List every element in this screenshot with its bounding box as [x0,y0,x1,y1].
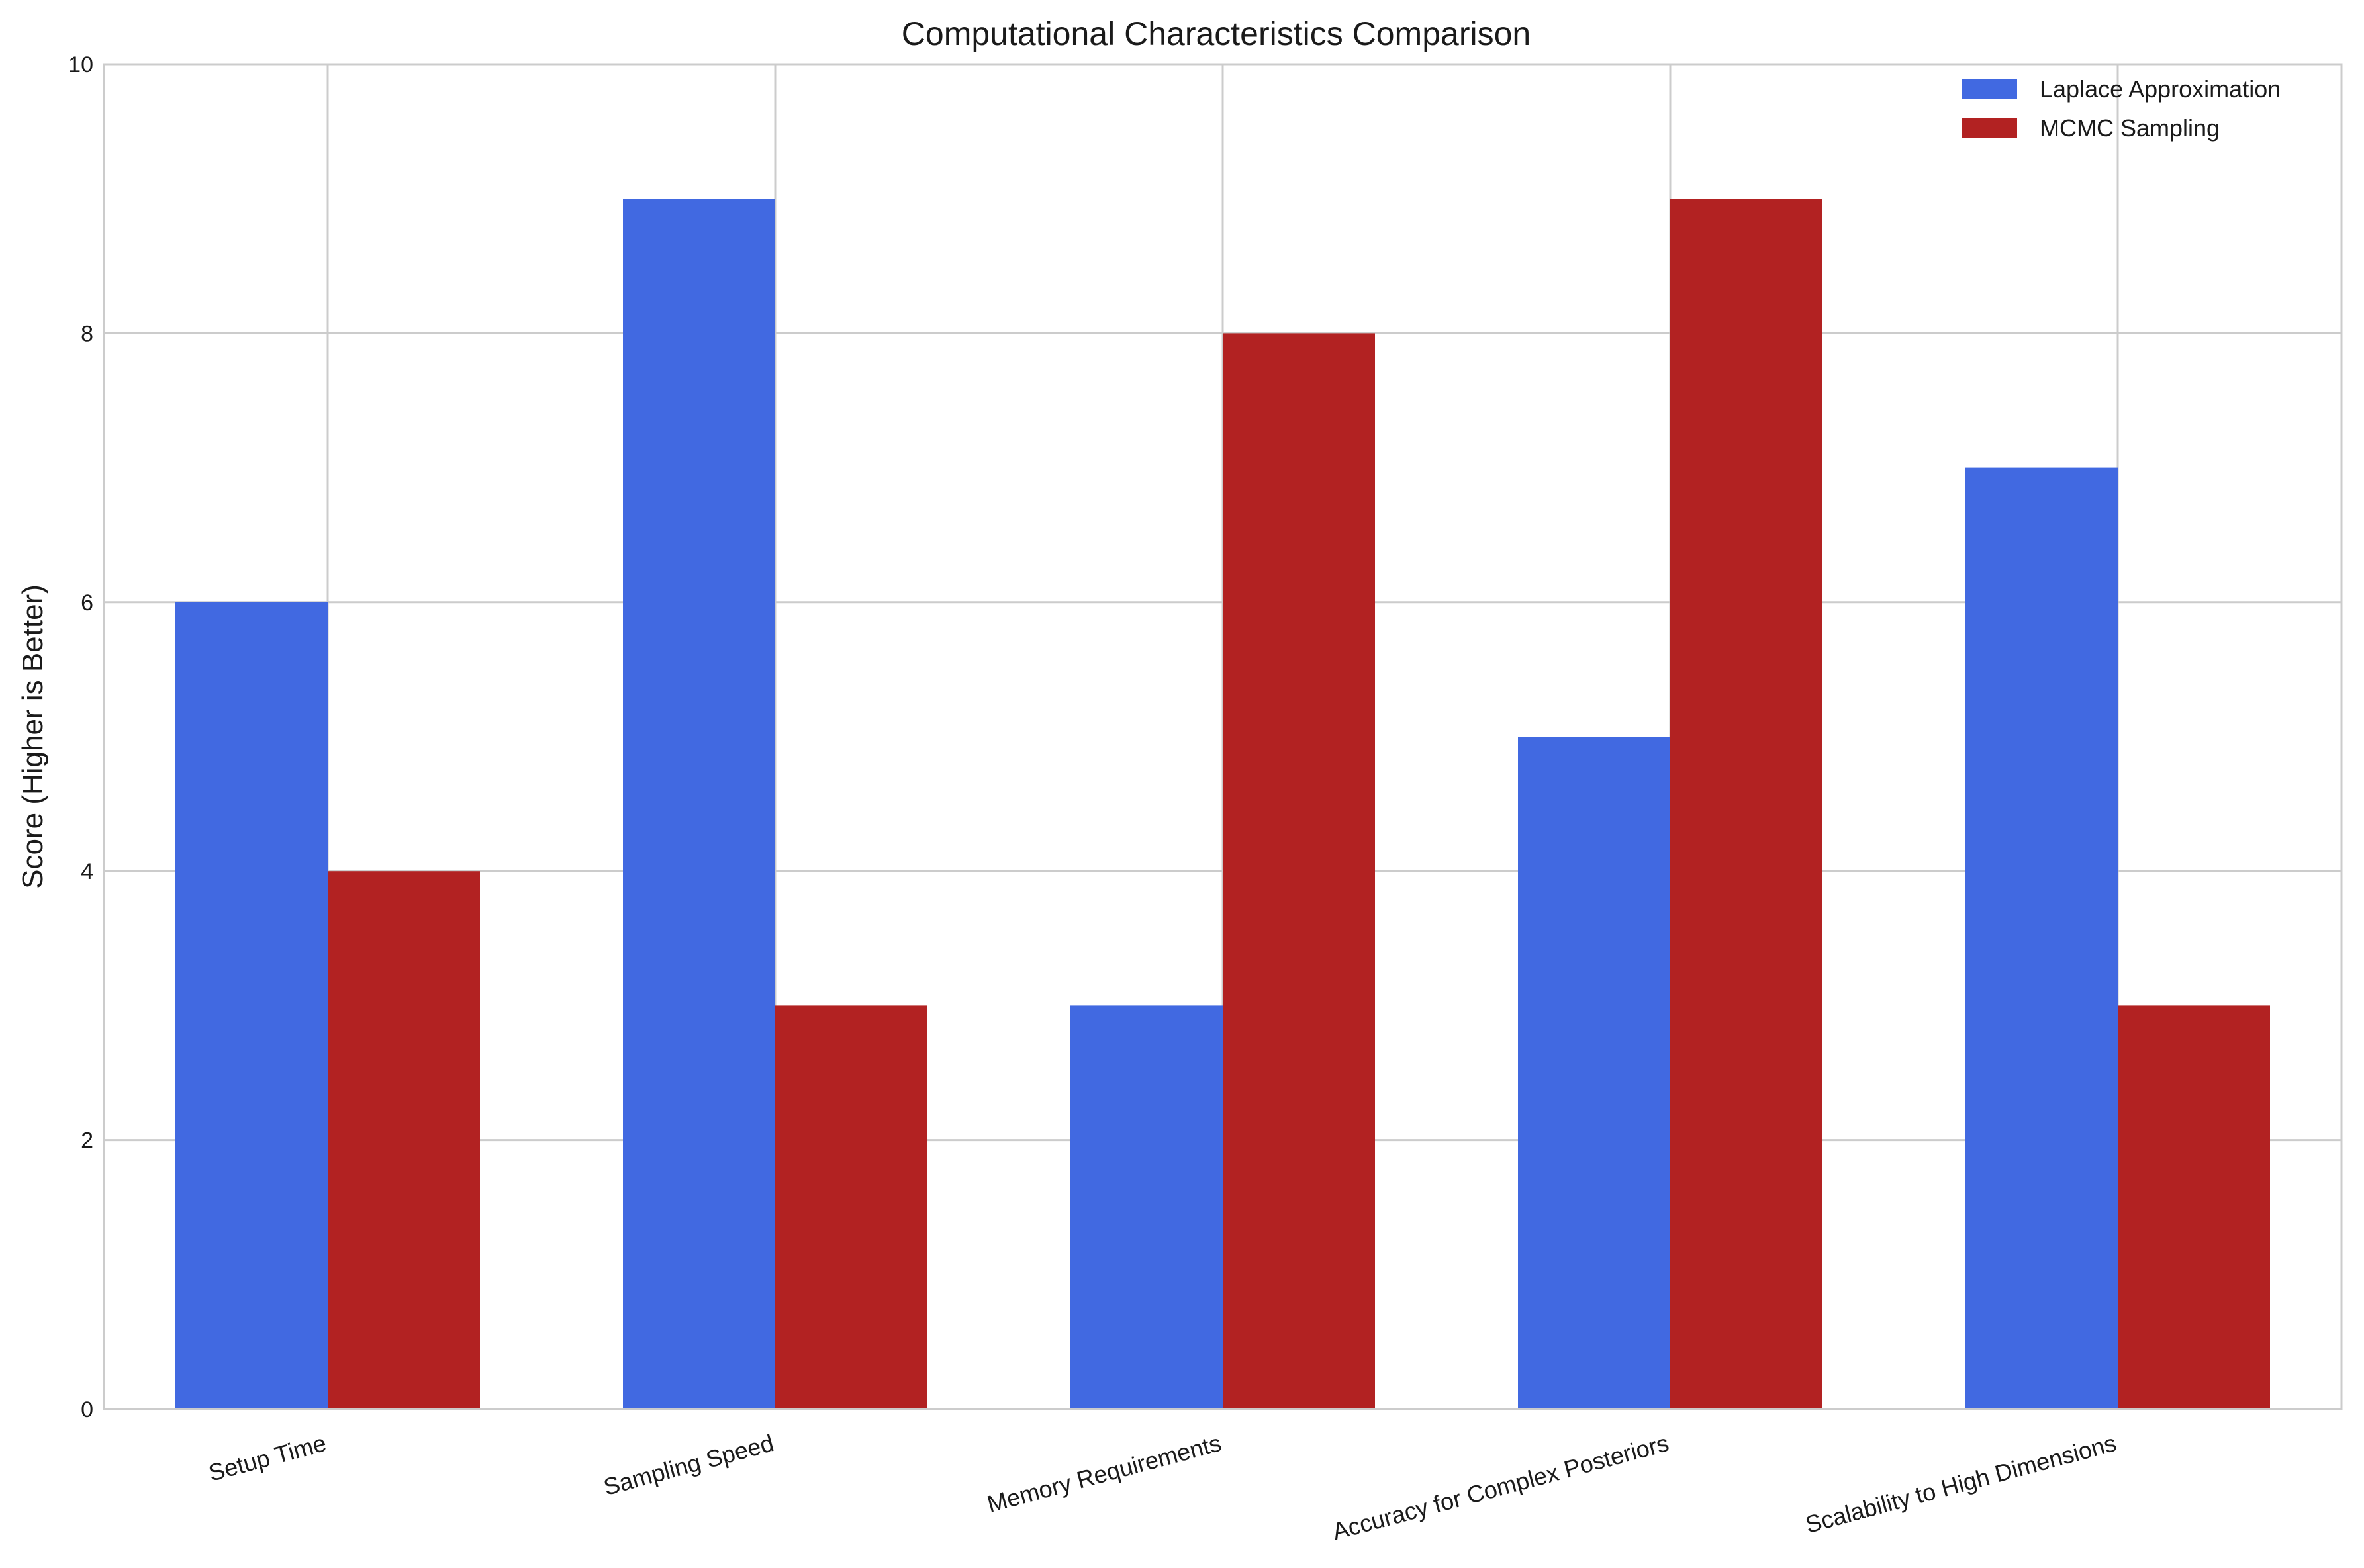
legend: Laplace Approximation MCMC Sampling [1962,75,2281,142]
bars [175,199,2270,1410]
x-tick-label-1: Sampling Speed [600,1429,777,1500]
y-tick-label-0: 0 [81,1397,93,1422]
x-axis-ticks: Setup Time Sampling Speed Memory Requireme… [206,1429,2120,1545]
y-axis-label: Score (Higher is Better) [17,584,49,889]
bar-laplace-3 [1518,737,1670,1409]
bar-mcmc-0 [328,871,480,1409]
x-tick-label-2: Memory Requirements [984,1429,1224,1518]
legend-swatch-0 [1962,79,2017,99]
bar-laplace-4 [1965,467,2118,1409]
x-tick-label-3: Accuracy for Complex Posteriors [1329,1429,1672,1545]
bar-laplace-0 [175,602,328,1409]
x-tick-label-0: Setup Time [206,1429,330,1487]
bar-laplace-2 [1070,1005,1223,1409]
bar-mcmc-4 [2118,1005,2270,1409]
legend-label-1: MCMC Sampling [2040,115,2220,142]
bar-laplace-1 [623,199,775,1410]
y-tick-label-5: 10 [68,52,93,77]
chart-title: Computational Characteristics Comparison [902,15,1531,52]
y-tick-label-4: 8 [81,321,93,346]
bar-mcmc-1 [775,1005,927,1409]
y-axis-ticks: 0 2 4 6 8 10 [68,52,93,1422]
y-tick-label-2: 4 [81,859,93,884]
legend-label-0: Laplace Approximation [2040,75,2281,103]
legend-swatch-1 [1962,118,2017,138]
y-tick-label-3: 6 [81,590,93,616]
y-tick-label-1: 2 [81,1129,93,1154]
bar-mcmc-3 [1670,199,1822,1410]
x-tick-label-4: Scalability to High Dimensions [1803,1429,2119,1538]
plot-frame [103,63,2343,1410]
bar-mcmc-2 [1223,333,1375,1409]
